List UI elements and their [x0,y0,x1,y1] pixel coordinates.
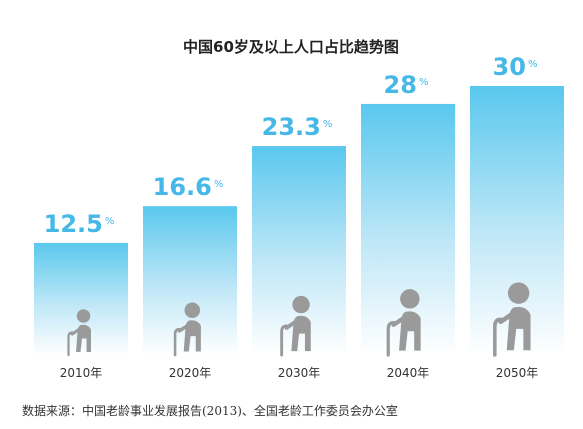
elderly-person-with-cane-icon [493,282,531,357]
elderly-person-with-cane-icon [67,309,91,357]
category-label-2010年: 2010年 [60,366,103,380]
category-label-2040年: 2040年 [387,366,430,380]
value-label-2030年: 23.3% [262,113,333,141]
value-label-2050年: 30% [493,53,538,81]
value-label-2010年: 12.5% [44,210,115,238]
category-label-2030年: 2030年 [278,366,321,380]
chart-title: 中国60岁及以上人口占比趋势图 [183,38,399,56]
value-label-2040年: 28% [384,71,429,99]
source-note: 数据来源：中国老龄事业发展报告(2013)、全国老龄工作委员会办公室 [22,403,398,418]
category-label-2050年: 2050年 [496,366,539,380]
value-label-2020年: 16.6% [153,173,224,201]
elderly-person-with-cane-icon [173,302,201,357]
elderly-person-with-cane-icon [386,289,421,357]
elderly-person-with-cane-icon [280,295,311,357]
category-label-2020年: 2020年 [169,366,212,380]
